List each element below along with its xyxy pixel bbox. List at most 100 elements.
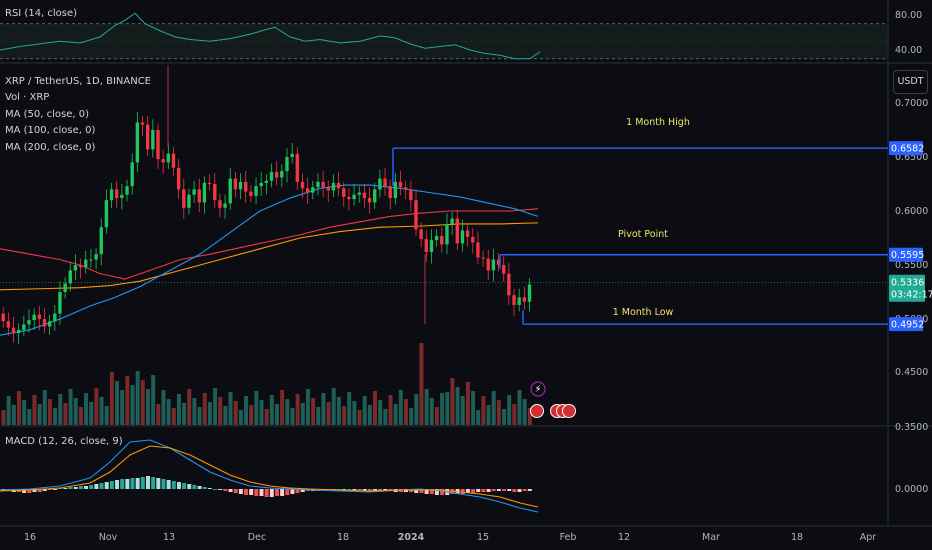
macd-histogram-bar	[496, 489, 501, 491]
volume-bar	[295, 394, 300, 425]
flash-event-glyph: ⚡	[535, 384, 542, 395]
macd-line	[0, 439, 539, 513]
candle-body	[274, 172, 279, 178]
volume-bar	[476, 410, 481, 425]
volume-bar	[22, 400, 27, 425]
volume-bar	[465, 382, 470, 425]
volume-bar	[300, 403, 305, 425]
macd-histogram-bar	[274, 489, 279, 496]
volume-bar	[305, 389, 310, 425]
rsi-legend: RSI (14, close)	[5, 8, 77, 19]
candle-body	[264, 180, 269, 183]
macd-histogram-bar	[37, 489, 42, 492]
macd-histogram-bar	[156, 478, 161, 489]
low-price-tag: 0.4952	[891, 320, 924, 331]
candle-body	[331, 182, 336, 191]
macd-histogram-bar	[367, 489, 372, 491]
volume-bar	[254, 391, 259, 425]
volume-bar	[156, 404, 161, 425]
volume-bar	[434, 407, 439, 425]
volume-bar	[176, 394, 181, 425]
candle-body	[53, 313, 57, 322]
macd-histogram-bar	[285, 489, 290, 495]
macd-histogram-bar	[290, 489, 295, 494]
volume-bar	[285, 399, 290, 425]
candle-body	[362, 192, 367, 199]
macd-histogram-bar	[486, 489, 491, 492]
candle-body	[300, 181, 305, 189]
volume-bar	[207, 402, 212, 425]
macd-histogram-bar	[115, 480, 120, 489]
volume-bar	[455, 387, 460, 425]
price-axis-tick: 0.4500	[895, 367, 928, 378]
volume-bar	[450, 378, 455, 425]
volume-bar	[274, 404, 279, 425]
candle-body	[434, 235, 439, 241]
macd-histogram-bar	[228, 489, 233, 492]
volume-bar	[238, 410, 243, 425]
macd-histogram-bar	[352, 489, 357, 490]
macd-histogram-bar	[414, 489, 419, 493]
volume-bar	[280, 390, 285, 425]
candle-body	[42, 319, 47, 327]
macd-histogram-bar	[527, 489, 532, 491]
macd-histogram-bar	[471, 489, 476, 493]
macd-histogram-bar	[347, 489, 352, 490]
volume-bar	[182, 403, 187, 425]
candle-body	[507, 273, 511, 296]
volume-bar	[362, 396, 367, 425]
volume-bar	[11, 405, 16, 425]
candle-body	[476, 242, 480, 258]
candle-body	[249, 191, 253, 196]
volume-bar	[53, 408, 58, 425]
volume-bar	[249, 405, 254, 425]
macd-histogram-bar	[373, 489, 378, 491]
candle-body	[373, 189, 377, 203]
ma50-legend: MA (50, close, 0)	[5, 109, 89, 120]
high-price-tag-box	[889, 141, 923, 156]
volume-bar	[213, 388, 218, 425]
current-price-tag: 0.5336	[891, 278, 924, 289]
volume-bar	[197, 407, 202, 425]
candle-body	[11, 327, 16, 334]
volume-bar	[145, 389, 150, 425]
macd-histogram-bar	[202, 487, 207, 489]
one-month-high-label: 1 Month High	[626, 117, 690, 128]
price-axis-tick: 0.3500	[895, 422, 928, 433]
flash-event-icon	[530, 381, 546, 397]
candle-body	[182, 189, 186, 208]
candle-body	[424, 239, 429, 253]
macd-histogram-bar	[53, 489, 58, 490]
currency-button[interactable]: USDT	[893, 70, 928, 94]
volume-bar	[228, 392, 233, 425]
volume-bar	[99, 397, 104, 425]
volume-bar	[259, 400, 264, 425]
macd-histogram-bar	[218, 489, 223, 490]
macd-histogram-bar	[280, 489, 285, 496]
volume-bar	[68, 389, 73, 425]
macd-histogram-bar	[207, 488, 212, 489]
macd-histogram-bar	[244, 489, 249, 495]
candle-body	[171, 153, 176, 168]
candle-body	[16, 329, 21, 334]
volume-bar	[414, 394, 419, 425]
countdown-tag: 03:42:17	[891, 290, 932, 301]
volume-bar	[316, 407, 321, 425]
volume-bar	[403, 399, 408, 425]
macd-histogram-bar	[140, 477, 145, 489]
ma200-legend: MA (200, close, 0)	[5, 142, 95, 153]
candle-body	[94, 254, 98, 260]
time-axis-tick: Dec	[248, 532, 266, 543]
volume-bar	[409, 408, 414, 425]
volume-bar	[471, 391, 476, 425]
candle-body	[6, 321, 11, 328]
volume-bar	[491, 391, 496, 425]
candle-body	[99, 227, 103, 255]
volume-bar	[331, 388, 336, 425]
volume-bar	[517, 390, 522, 425]
candle-body	[197, 189, 201, 203]
volume-bar	[502, 409, 507, 425]
volume-bar	[460, 396, 465, 425]
macd-histogram-bar	[476, 489, 481, 492]
